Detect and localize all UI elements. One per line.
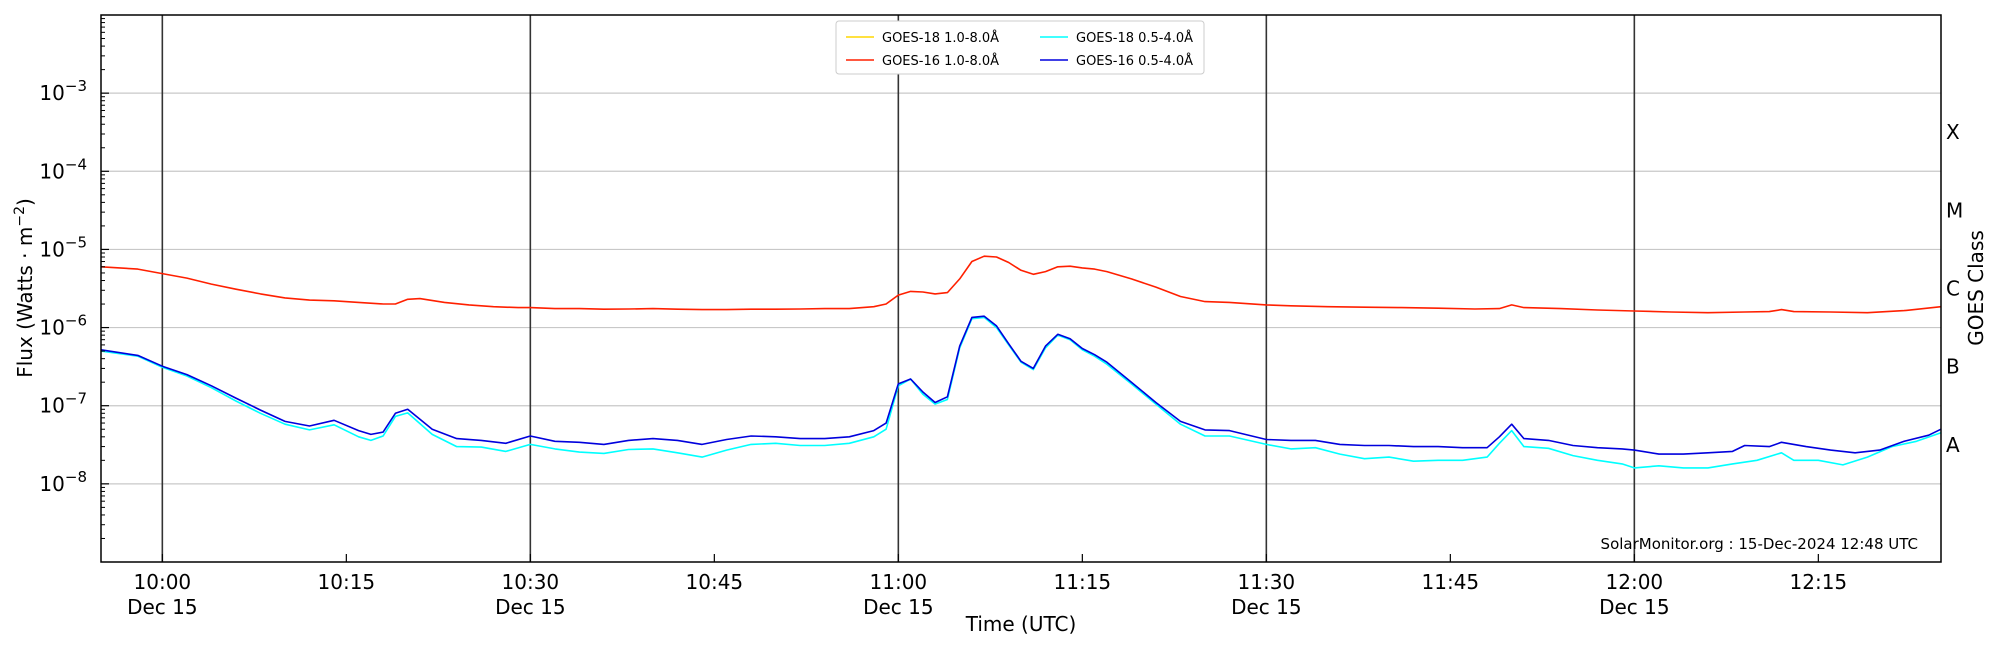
x-axis-title: Time (UTC) (965, 612, 1077, 636)
x-tick-date-label: Dec 15 (495, 595, 566, 619)
goes-class-label: B (1946, 355, 1960, 379)
y-tick-label: 10−6 (39, 312, 87, 340)
x-tick-date-label: Dec 15 (1599, 595, 1670, 619)
goes-class-label: X (1946, 120, 1960, 144)
legend-label: GOES-16 0.5-4.0Å (1076, 53, 1193, 69)
x-tick-date-label: Dec 15 (863, 595, 934, 619)
x-tick-label: 10:30 (502, 570, 560, 594)
legend-label: GOES-16 1.0-8.0Å (882, 53, 999, 69)
day-boundary-lines (161, 15, 1636, 562)
x-tick-label: 10:00 (134, 570, 192, 594)
x-tick-label: 10:45 (686, 570, 744, 594)
y2-axis-title: GOES Class (1964, 230, 1988, 346)
series-lines (100, 255, 1942, 469)
source-annotation: SolarMonitor.org : 15-Dec-2024 12:48 UTC (1601, 535, 1918, 553)
goes-class-label: A (1946, 433, 1960, 457)
y-axis-title: Flux (Watts · m−2) (12, 198, 37, 378)
x-tick-label: 10:15 (318, 570, 376, 594)
plot-frame (100, 14, 1942, 563)
x-tick-label: 11:15 (1054, 570, 1112, 594)
x-tick-label: 11:30 (1238, 570, 1296, 594)
legend-label: GOES-18 1.0-8.0Å (882, 30, 999, 46)
y-tick-label: 10−8 (39, 468, 87, 496)
series-line (100, 255, 1942, 314)
legend: GOES-18 1.0-8.0Å GOES-18 0.5-4.0Å GOES-16 … (835, 20, 1205, 75)
x-tick-date-label: Dec 15 (1231, 595, 1302, 619)
y-tick-label: 10−3 (39, 77, 87, 105)
series-line (100, 315, 1942, 455)
goes-class-label: M (1946, 198, 1963, 222)
x-tick-date-label: Dec 15 (127, 595, 198, 619)
x-tick-label: 11:00 (870, 570, 928, 594)
x-tick-label: 12:15 (1790, 570, 1848, 594)
y-tick-labels: 10−8 10−7 10−6 10−5 10−4 10−3 (39, 77, 87, 496)
goes-class-labels: A B C M X (1946, 120, 1963, 457)
y-tick-label: 10−4 (39, 155, 87, 183)
x-tick-label: 12:00 (1606, 570, 1664, 594)
goes-class-label: C (1946, 277, 1960, 301)
axis-ticks (101, 18, 1819, 562)
plot-area (101, 15, 1941, 562)
x-tick-label: 11:45 (1422, 570, 1480, 594)
legend-box (835, 20, 1205, 75)
legend-label: GOES-18 0.5-4.0Å (1076, 30, 1193, 46)
y-tick-label: 10−7 (39, 390, 87, 418)
y-tick-label: 10−5 (39, 233, 87, 261)
